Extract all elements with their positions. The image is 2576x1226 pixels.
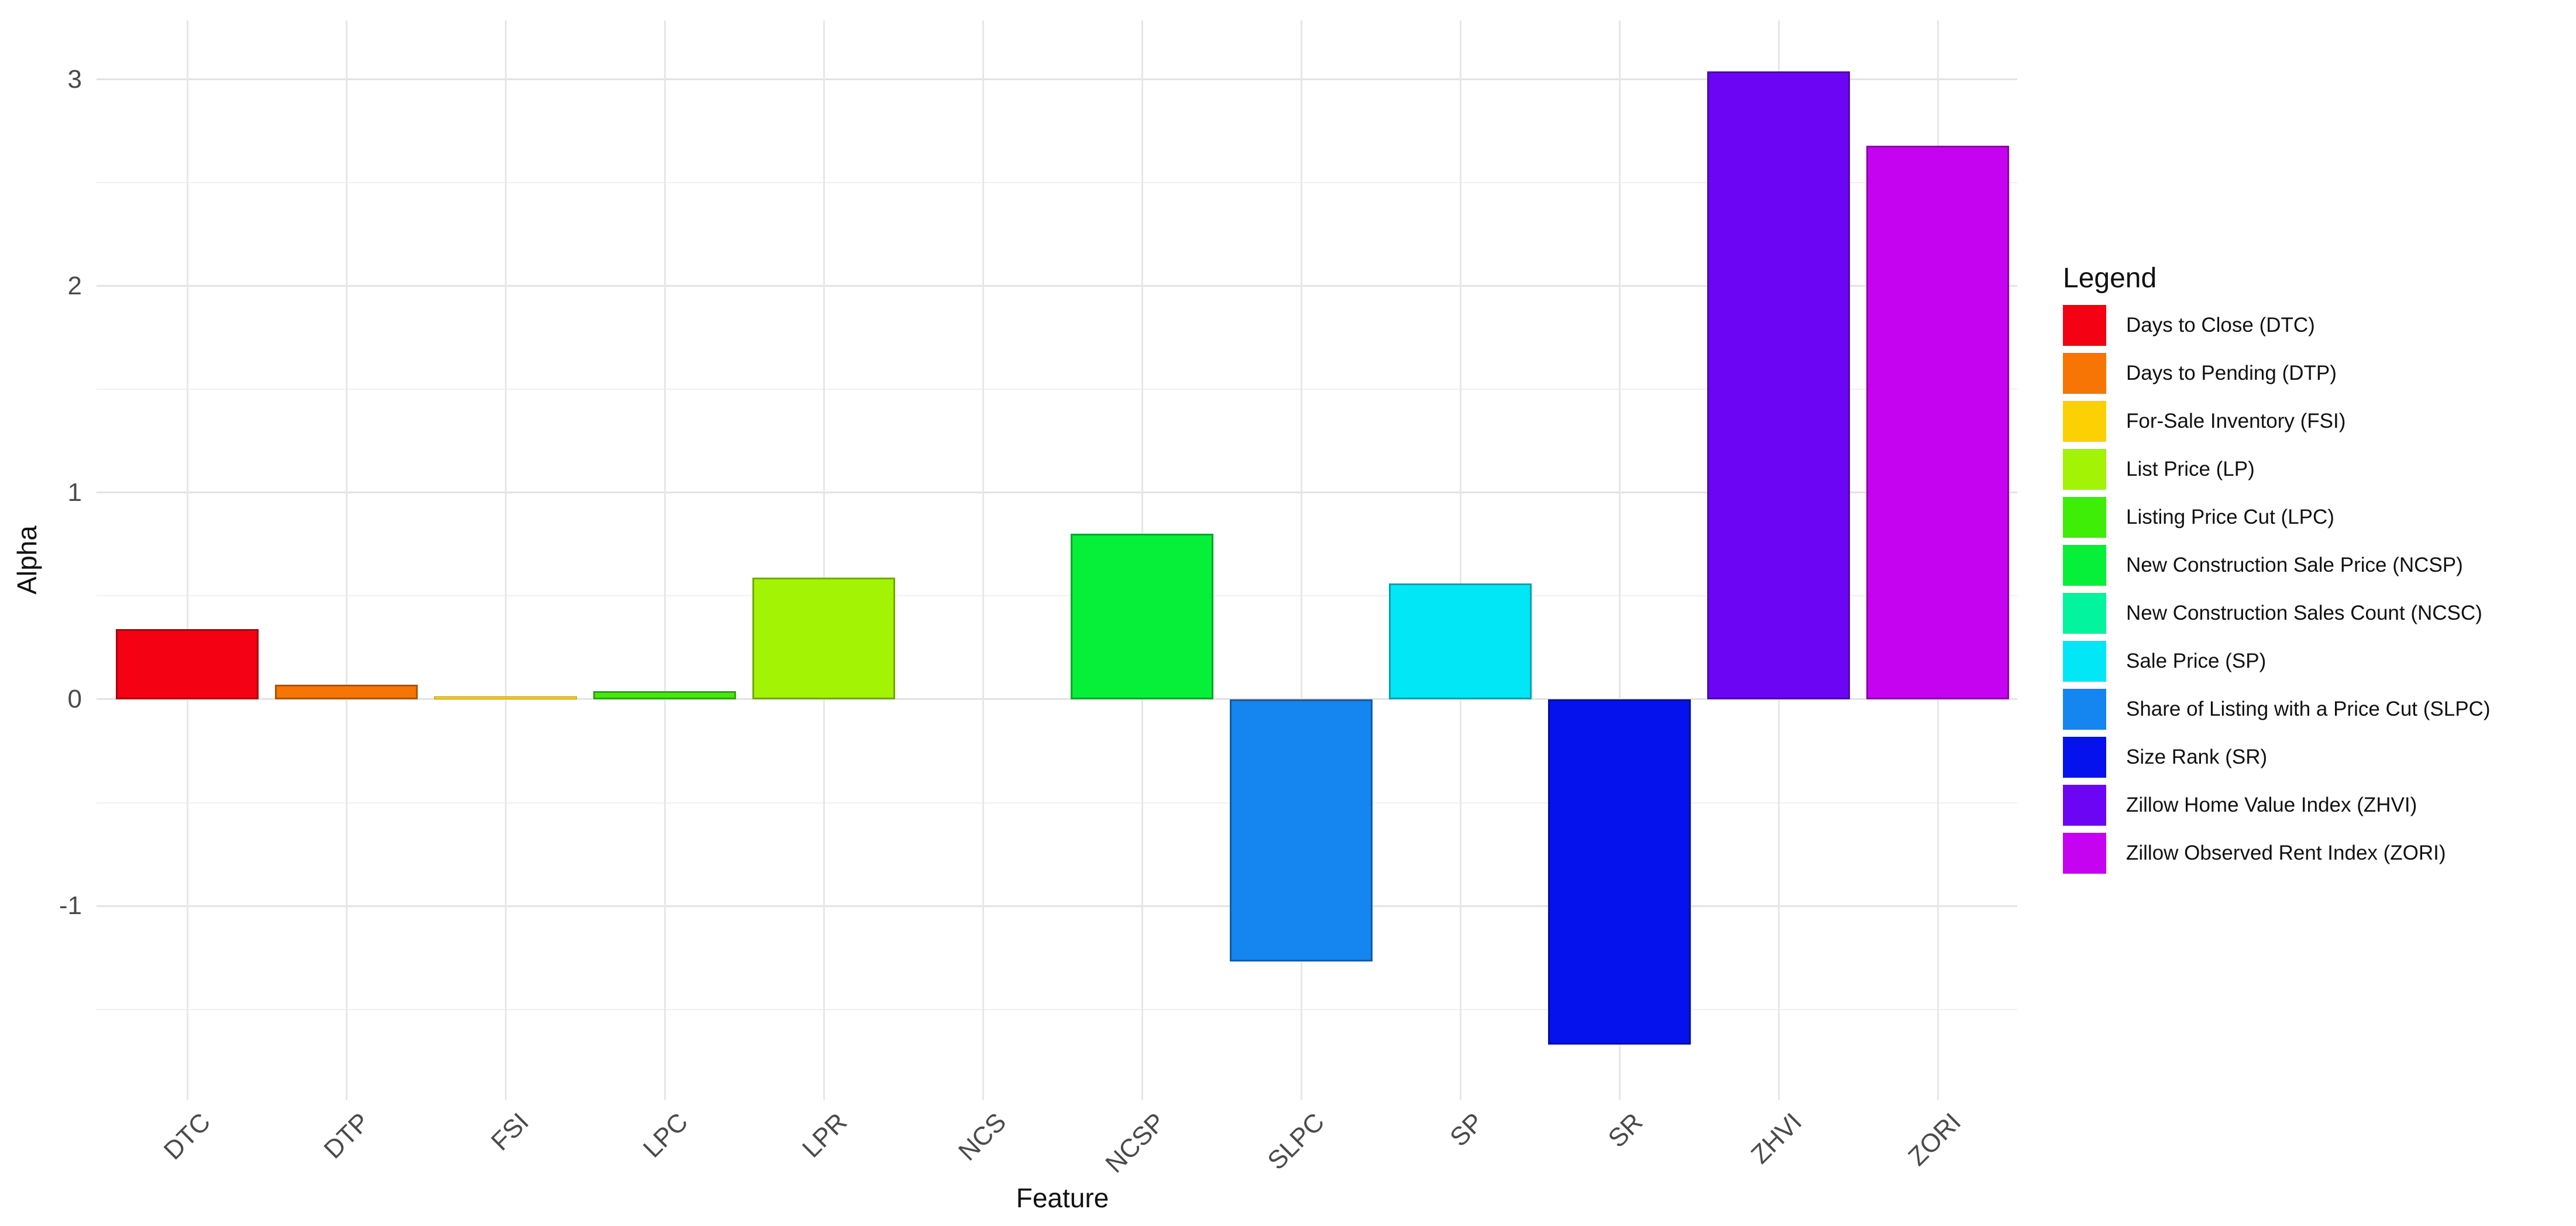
category-gridline (504, 20, 507, 1100)
legend-row: List Price (LP) (2063, 449, 2576, 490)
minor-gridline (97, 1008, 2017, 1010)
x-axis-title: Feature (1016, 1183, 1109, 1213)
legend-swatch (2063, 305, 2106, 346)
legend-row: Days to Close (DTC) (2063, 305, 2576, 346)
y-tick-label: 1 (67, 478, 82, 507)
bar-SR (1547, 699, 1691, 1045)
legend-label: New Construction Sale Price (NCSP) (2126, 554, 2463, 576)
legend-label: Zillow Home Value Index (ZHVI) (2126, 794, 2417, 816)
legend-row: Days to Pending (DTP) (2063, 353, 2576, 394)
legend-row: Sale Price (SP) (2063, 641, 2576, 682)
legend-row: Zillow Home Value Index (ZHVI) (2063, 785, 2576, 826)
legend-label: Zillow Observed Rent Index (ZORI) (2126, 842, 2446, 864)
bar-LPC (593, 691, 737, 699)
category-gridline (982, 20, 984, 1100)
category-gridline (186, 20, 188, 1100)
legend-row: Zillow Observed Rent Index (ZORI) (2063, 833, 2576, 874)
bar-DTP (274, 685, 418, 699)
major-gridline (97, 492, 2017, 494)
major-gridline (97, 285, 2017, 287)
bar-DTC (115, 629, 259, 699)
legend-swatch (2063, 449, 2106, 490)
legend-label: Days to Close (DTC) (2126, 314, 2315, 336)
legend-row: New Construction Sales Count (NCSC) (2063, 593, 2576, 634)
minor-gridline (97, 802, 2017, 803)
category-gridline (345, 20, 348, 1100)
category-gridline (1459, 20, 1461, 1100)
legend-title: Legend (2063, 263, 2157, 294)
legend-swatch (2063, 593, 2106, 634)
legend-label: Share of Listing with a Price Cut (SLPC) (2126, 698, 2491, 720)
legend-swatch (2063, 737, 2106, 778)
legend-swatch (2063, 545, 2106, 586)
legend-swatch (2063, 785, 2106, 826)
legend-swatch (2063, 641, 2106, 682)
major-gridline (97, 698, 2017, 700)
category-gridline (663, 20, 666, 1100)
bar-ZORI (1866, 145, 2010, 699)
y-tick-label: -1 (59, 891, 82, 921)
legend-rows: Days to Close (DTC) Days to Pending (DTP)… (2063, 305, 2576, 874)
legend-label: Size Rank (SR) (2126, 746, 2268, 768)
legend-label: List Price (LP) (2126, 458, 2255, 480)
legend-swatch (2063, 401, 2106, 442)
category-gridline (1300, 20, 1302, 1100)
y-tick-label: 3 (67, 64, 82, 94)
legend-label: New Construction Sales Count (NCSC) (2126, 602, 2482, 624)
legend-row: New Construction Sale Price (NCSP) (2063, 545, 2576, 586)
legend-row: Size Rank (SR) (2063, 737, 2576, 778)
minor-gridline (97, 182, 2017, 184)
minor-gridline (97, 389, 2017, 390)
bar-SP (1388, 583, 1532, 699)
legend-row: Share of Listing with a Price Cut (SLPC) (2063, 689, 2576, 730)
bar-FSI (434, 696, 577, 699)
bar-SLPC (1229, 699, 1373, 962)
legend: Legend Days to Close (DTC) Days to Pendin… (2063, 262, 2576, 881)
category-gridline (823, 20, 825, 1100)
legend-row: For-Sale Inventory (FSI) (2063, 401, 2576, 442)
legend-row: Listing Price Cut (LPC) (2063, 497, 2576, 538)
minor-gridline (97, 595, 2017, 597)
legend-swatch (2063, 353, 2106, 394)
bar-NCSP (1070, 534, 1214, 699)
legend-label: Days to Pending (DTP) (2126, 362, 2337, 384)
y-tick-label: 2 (67, 271, 82, 300)
legend-swatch (2063, 497, 2106, 538)
category-gridline (1618, 20, 1621, 1100)
y-axis-title: Alpha (12, 526, 42, 595)
legend-swatch (2063, 833, 2106, 874)
major-gridline (97, 78, 2017, 81)
bar-LPR (752, 577, 896, 699)
legend-label: For-Sale Inventory (FSI) (2126, 410, 2346, 432)
legend-swatch (2063, 689, 2106, 730)
major-gridline (97, 905, 2017, 907)
bar-ZHVI (1707, 71, 1851, 699)
legend-label: Sale Price (SP) (2126, 650, 2267, 672)
y-tick-label: 0 (67, 684, 82, 713)
legend-label: Listing Price Cut (LPC) (2126, 506, 2334, 528)
